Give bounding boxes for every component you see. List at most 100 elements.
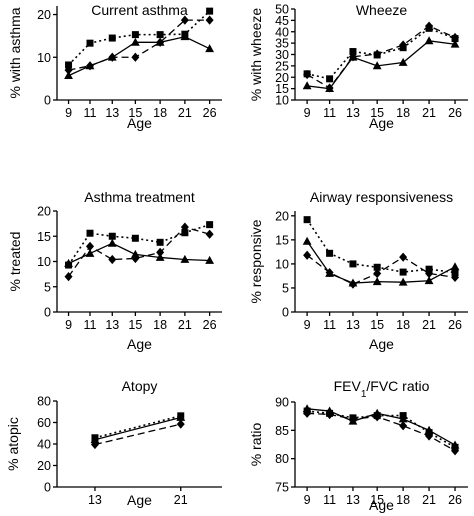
diamond-marker bbox=[131, 253, 140, 264]
chart-title: Asthma treatment bbox=[84, 189, 195, 205]
chart-title-sub: 1 bbox=[361, 389, 367, 400]
triangle-marker bbox=[325, 268, 334, 277]
square-marker bbox=[131, 31, 139, 39]
x-tick-label: 18 bbox=[153, 318, 167, 332]
x-tick-label: 11 bbox=[323, 106, 336, 120]
triangle-marker bbox=[205, 255, 215, 264]
x-tick-label: 18 bbox=[396, 106, 410, 120]
diamond-marker bbox=[131, 52, 140, 62]
triangle-marker bbox=[155, 252, 165, 261]
y-axis-label: % atopic bbox=[5, 417, 21, 471]
x-tick-label: 13 bbox=[346, 106, 360, 120]
dotted-series-line bbox=[306, 219, 456, 274]
y-tick-label: 10 bbox=[37, 51, 51, 65]
diamond-marker bbox=[399, 252, 408, 262]
x-tick-label: 9 bbox=[65, 106, 72, 120]
triangle-marker bbox=[325, 406, 334, 415]
y-tick-label: 25 bbox=[275, 59, 289, 73]
y-axis-label: % responsive bbox=[248, 219, 264, 303]
diamond-marker bbox=[373, 268, 382, 279]
y-tick-label: 30 bbox=[275, 48, 289, 62]
x-tick-label: 15 bbox=[128, 318, 142, 332]
square-marker bbox=[206, 221, 214, 229]
triangle-marker bbox=[107, 52, 117, 61]
square-marker bbox=[108, 34, 116, 42]
chart-panel: Current asthma 0 10 20 9 11 13 15 18 21 26 Age % wit… bbox=[7, 2, 222, 131]
x-tick-label: 26 bbox=[203, 106, 217, 120]
triangle-marker bbox=[302, 236, 312, 245]
solid-series-line bbox=[94, 416, 181, 441]
diamond-marker bbox=[425, 268, 434, 279]
x-tick-label: 21 bbox=[422, 318, 436, 332]
x-tick-label: 21 bbox=[174, 493, 188, 507]
triangle-marker bbox=[64, 71, 73, 80]
chart-title: Current asthma bbox=[91, 2, 188, 18]
x-axis-label: Age bbox=[127, 492, 152, 508]
diamond-marker bbox=[205, 229, 214, 239]
x-tick-label: 26 bbox=[448, 318, 462, 332]
y-tick-label: 60 bbox=[37, 416, 51, 430]
x-tick-label: 18 bbox=[396, 318, 410, 332]
x-tick-label: 9 bbox=[304, 318, 311, 332]
square-marker bbox=[303, 216, 311, 224]
y-tick-label: 20 bbox=[275, 209, 289, 223]
y-axis-label: % treated bbox=[7, 232, 23, 292]
x-tick-label: 26 bbox=[203, 318, 217, 332]
y-tick-label: 90 bbox=[275, 396, 289, 410]
triangle-marker bbox=[302, 81, 312, 90]
chart-title: Wheeze bbox=[356, 2, 408, 18]
square-marker bbox=[349, 48, 357, 56]
triangle-marker bbox=[398, 57, 408, 66]
triangle-marker bbox=[64, 258, 73, 267]
y-tick-label: 15 bbox=[37, 230, 51, 244]
chart-title: Airway responsiveness bbox=[310, 189, 453, 205]
diamond-marker bbox=[108, 254, 117, 265]
y-tick-label: 50 bbox=[275, 3, 289, 17]
diamond-marker bbox=[180, 15, 189, 25]
triangle-marker bbox=[398, 414, 408, 423]
triangle-marker bbox=[85, 61, 95, 70]
diamond-marker bbox=[399, 421, 408, 431]
y-tick-label: 20 bbox=[37, 459, 51, 473]
diamond-marker bbox=[399, 40, 408, 50]
diamond-marker bbox=[205, 15, 214, 25]
chart-title: FEV1/FVC ratio bbox=[334, 378, 430, 400]
y-tick-label: 10 bbox=[37, 255, 51, 269]
x-tick-label: 9 bbox=[65, 318, 72, 332]
triangle-marker bbox=[90, 435, 100, 444]
x-tick-label: 21 bbox=[178, 106, 192, 120]
x-tick-label: 13 bbox=[105, 106, 119, 120]
x-tick-label: 11 bbox=[84, 106, 97, 120]
y-tick-label: 0 bbox=[44, 481, 51, 495]
y-tick-label: 20 bbox=[37, 8, 51, 22]
x-tick-label: 18 bbox=[396, 493, 410, 507]
triangle-marker bbox=[450, 262, 460, 271]
triangle-marker bbox=[205, 44, 215, 53]
square-marker bbox=[108, 232, 116, 240]
triangle-marker bbox=[107, 238, 117, 247]
x-tick-label: 15 bbox=[370, 493, 384, 507]
x-tick-label: 26 bbox=[448, 106, 462, 120]
x-axis-label: Age bbox=[127, 336, 152, 352]
y-tick-label: 80 bbox=[275, 452, 289, 466]
x-tick-label: 26 bbox=[448, 493, 462, 507]
square-marker bbox=[451, 269, 459, 277]
x-axis-label: Age bbox=[369, 497, 394, 513]
y-tick-label: 0 bbox=[44, 306, 51, 320]
square-marker bbox=[399, 268, 407, 276]
x-tick-label: 9 bbox=[304, 106, 311, 120]
y-tick-label: 80 bbox=[37, 395, 51, 409]
y-tick-label: 40 bbox=[37, 438, 51, 452]
triangle-marker bbox=[348, 278, 358, 287]
diamond-marker bbox=[180, 222, 189, 232]
x-tick-label: 21 bbox=[422, 493, 436, 507]
triangle-marker bbox=[180, 32, 190, 41]
diamond-marker bbox=[303, 408, 312, 418]
y-tick-label: 10 bbox=[275, 94, 289, 108]
x-tick-label: 11 bbox=[323, 318, 336, 332]
diamond-marker bbox=[176, 419, 185, 429]
diamond-marker bbox=[451, 32, 460, 43]
square-marker bbox=[156, 31, 164, 39]
